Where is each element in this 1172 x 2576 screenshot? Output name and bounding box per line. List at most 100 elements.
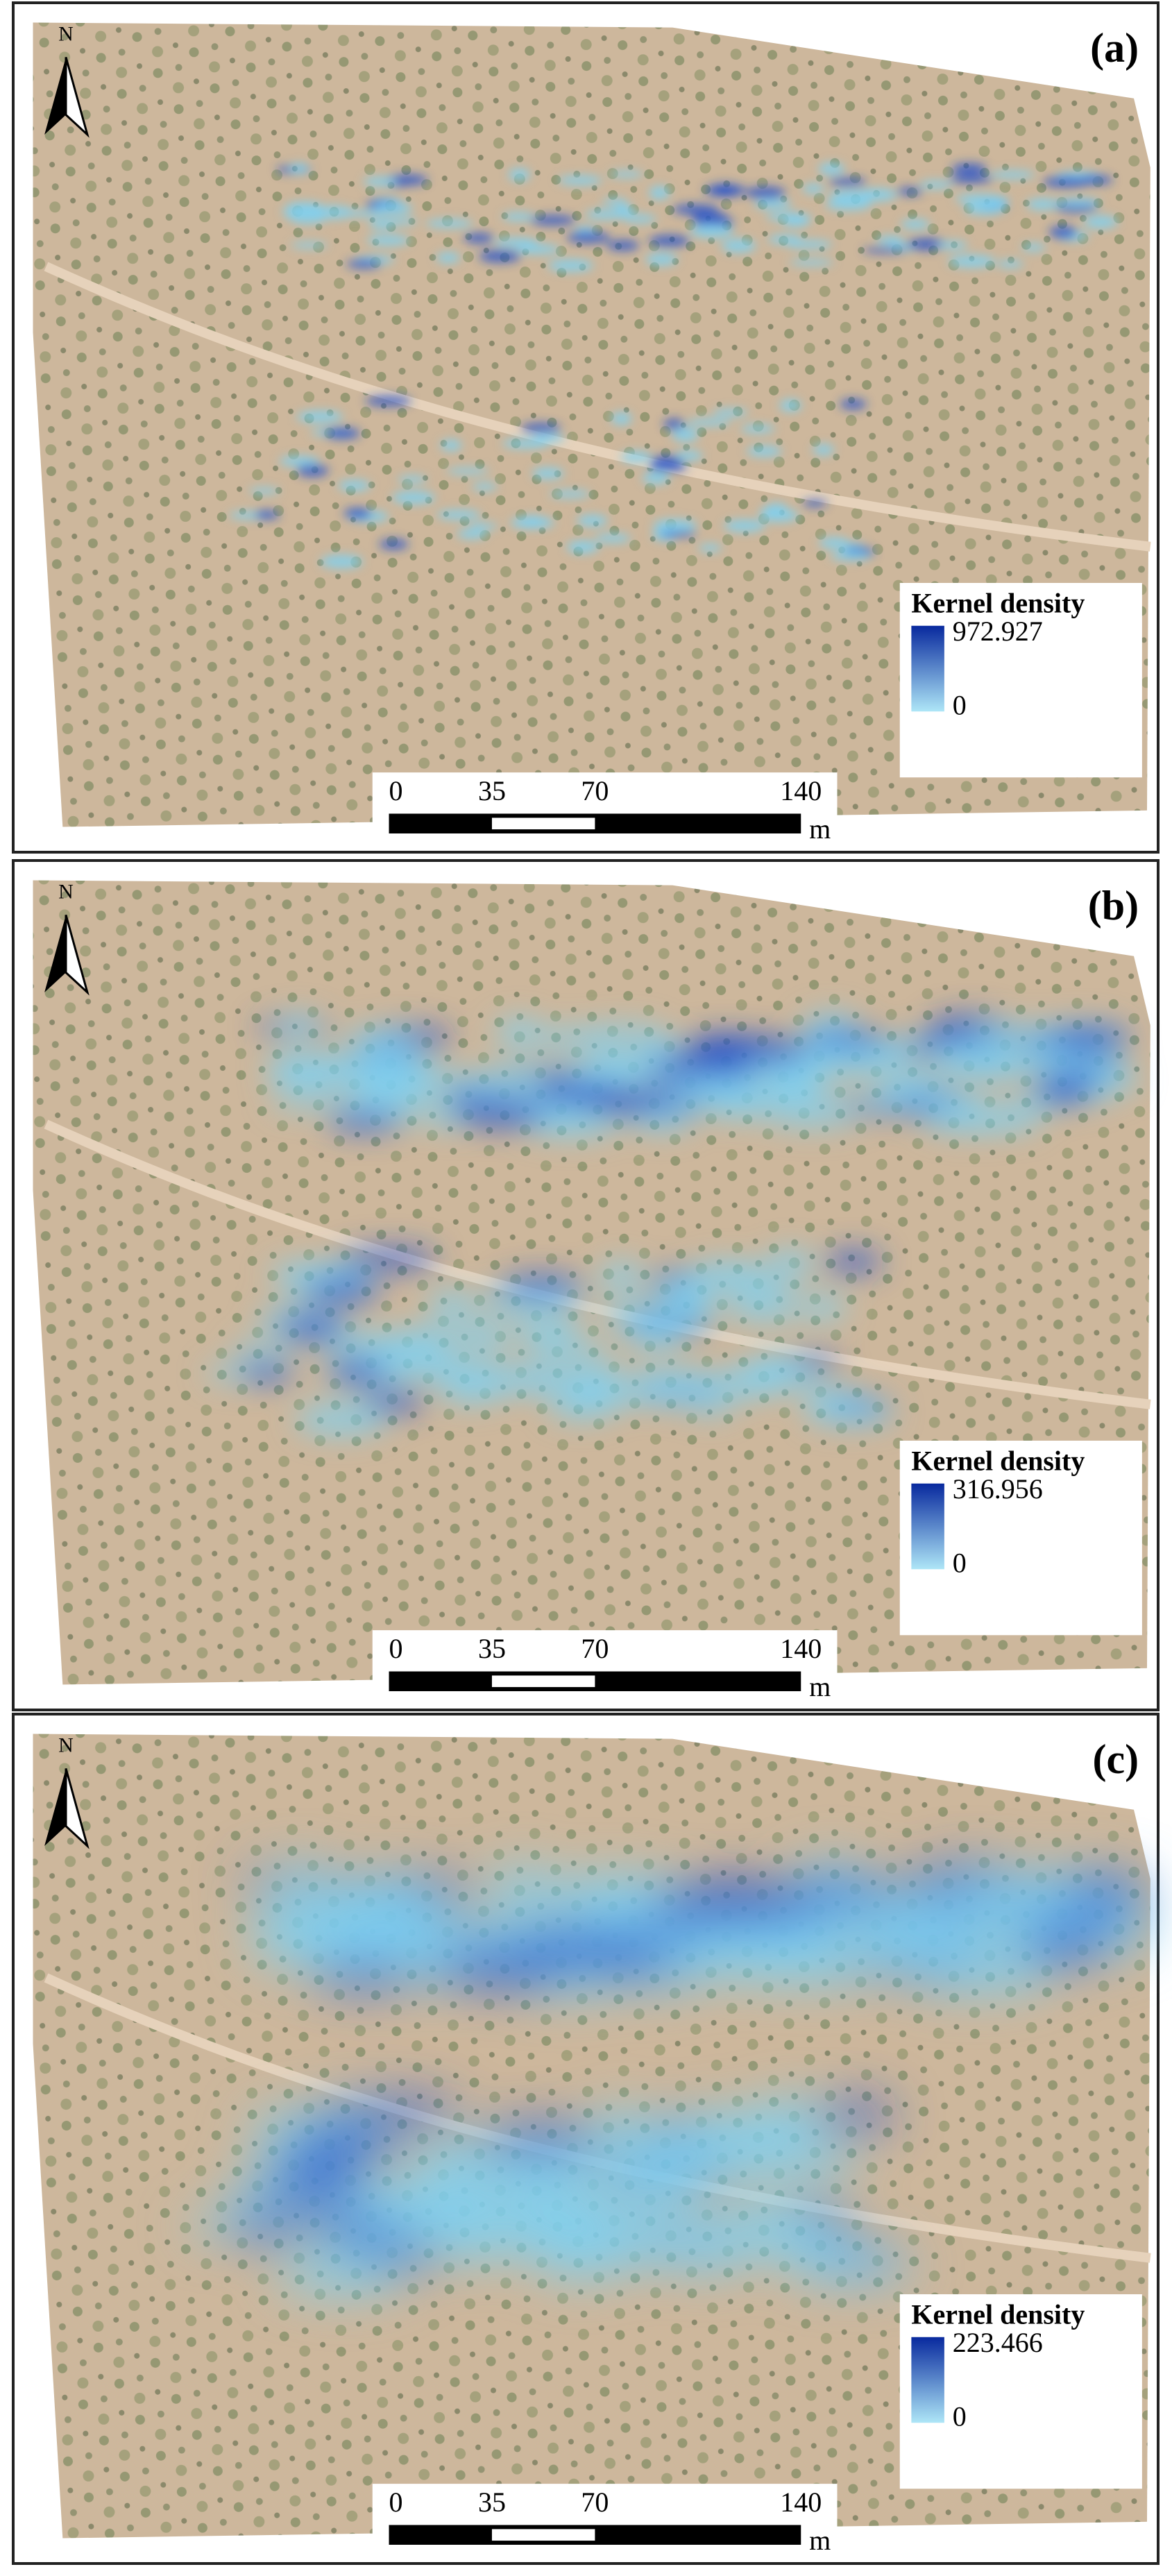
density-blob — [362, 1390, 425, 1414]
density-blob — [255, 510, 280, 520]
legend-ramp — [911, 625, 944, 712]
density-blob — [756, 2098, 826, 2136]
density-blob — [497, 2167, 599, 2203]
panel-label: (c) — [1093, 1736, 1139, 1782]
density-blob — [663, 418, 685, 430]
density-blob — [674, 450, 703, 461]
density-blob — [532, 468, 564, 480]
scale-label: 140 — [780, 1633, 822, 1664]
legend-title: Kernel density — [911, 1445, 1085, 1476]
density-blob — [1079, 175, 1113, 185]
density-blob — [324, 427, 361, 439]
density-blob — [754, 199, 792, 210]
scale-unit: m — [809, 2525, 831, 2556]
density-blob — [1021, 244, 1046, 252]
density-blob — [267, 1864, 330, 1896]
density-blob — [477, 2123, 605, 2156]
road — [44, 262, 1151, 552]
density-blob — [269, 1096, 350, 1110]
density-blob — [345, 2189, 482, 2229]
density-blob — [627, 1369, 723, 1397]
density-blob — [830, 551, 871, 561]
density-blob — [559, 1366, 626, 1391]
density-blob — [656, 1278, 715, 1307]
density-blob — [516, 244, 561, 255]
density-blob — [440, 439, 462, 451]
scale-unit: m — [809, 813, 831, 845]
density-blob — [479, 249, 521, 263]
density-blob — [516, 516, 547, 528]
density-blob — [296, 464, 329, 477]
density-blob — [427, 1291, 475, 1315]
density-blob — [304, 1278, 381, 1304]
density-blob — [363, 176, 398, 187]
density-blob — [956, 194, 1003, 204]
density-blob — [754, 1355, 800, 1375]
panel-label: (a) — [1090, 25, 1139, 71]
density-blob — [457, 1336, 512, 1353]
density-blob — [743, 2205, 810, 2233]
density-blob — [343, 210, 387, 217]
density-blob — [291, 242, 328, 248]
density-blob — [519, 1930, 658, 1968]
density-blob — [248, 487, 280, 494]
density-blob — [374, 202, 413, 214]
density-blob — [483, 1065, 554, 1084]
density-blob — [1030, 1051, 1127, 1069]
density-blob — [786, 2253, 915, 2282]
density-blob — [612, 2169, 700, 2209]
north-label: N — [58, 880, 74, 903]
north-arrow — [65, 56, 90, 138]
density-blob — [740, 425, 775, 433]
density-blob — [788, 1879, 908, 1908]
density-blob — [1048, 226, 1078, 239]
density-blobs — [184, 1861, 1155, 2295]
density-blob — [532, 434, 566, 443]
density-blob — [825, 198, 872, 210]
density-blob — [452, 1377, 515, 1391]
density-blob — [806, 1404, 895, 1424]
scale-label: 35 — [478, 775, 506, 806]
density-blob — [495, 1019, 543, 1046]
density-blob — [713, 409, 749, 416]
density-blob — [664, 1074, 759, 1104]
density-blob — [951, 162, 987, 175]
density-blob — [513, 1319, 583, 1344]
density-blob — [312, 205, 355, 219]
density-blob — [876, 235, 904, 245]
north-arrow — [65, 1768, 90, 1849]
density-blob — [620, 451, 652, 463]
density-blob — [339, 1247, 439, 1271]
density-blob — [605, 2217, 745, 2257]
density-blob — [802, 500, 828, 507]
density-blob — [722, 1036, 809, 1065]
density-blob — [922, 1901, 1046, 1939]
density-blob — [672, 204, 719, 215]
scale-segment — [491, 817, 595, 830]
scale-segment — [491, 2529, 595, 2541]
density-blob — [541, 1082, 636, 1108]
density-blob — [397, 475, 427, 484]
density-blob — [818, 162, 845, 176]
density-blob — [1056, 198, 1101, 207]
density-blob — [547, 259, 594, 272]
density-blob — [341, 1086, 435, 1110]
density-blob — [508, 168, 530, 181]
scale-box — [372, 2484, 838, 2560]
density-blob — [981, 1114, 1039, 1130]
density-blob — [686, 418, 731, 426]
density-blob — [365, 396, 411, 407]
density-blob — [380, 218, 418, 226]
density-blob — [721, 239, 756, 253]
density-blob — [271, 1906, 347, 1935]
north-arrow — [65, 914, 90, 996]
scale-label: 70 — [581, 2486, 609, 2518]
density-blob — [1060, 1027, 1132, 1049]
density-blob — [1033, 1076, 1094, 1104]
legend-ramp — [911, 1483, 944, 1570]
legend-ramp — [911, 2337, 944, 2423]
density-blob — [747, 446, 782, 457]
density-blob — [446, 468, 490, 475]
scale-label: 140 — [780, 2486, 822, 2518]
